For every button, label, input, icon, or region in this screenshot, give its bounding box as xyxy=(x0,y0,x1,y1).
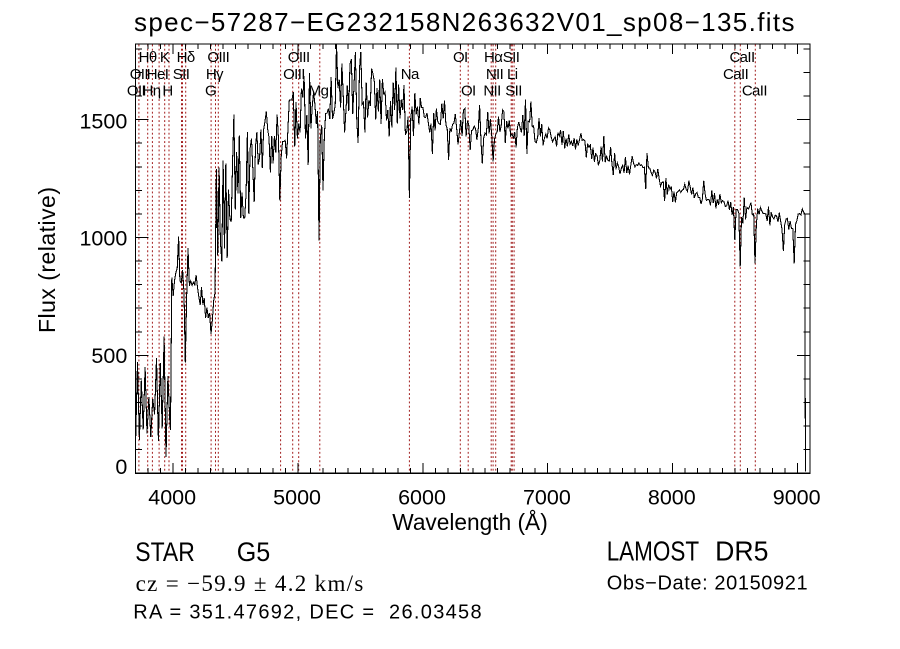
svg-text:Mg: Mg xyxy=(309,82,329,99)
svg-text:G: G xyxy=(205,82,216,99)
svg-text:Li: Li xyxy=(507,66,518,83)
svg-text:Hη: Hη xyxy=(143,82,161,99)
svg-text:CaII: CaII xyxy=(742,82,767,99)
svg-text:Hδ: Hδ xyxy=(177,49,195,66)
svg-text:OII: OII xyxy=(127,82,145,99)
svg-text:Wavelength (Å): Wavelength (Å) xyxy=(392,508,548,535)
svg-text:Hθ: Hθ xyxy=(139,49,157,66)
svg-text:1500: 1500 xyxy=(79,109,127,133)
svg-text:HeI: HeI xyxy=(147,66,169,83)
svg-text:Hγ: Hγ xyxy=(206,66,224,83)
svg-text:0: 0 xyxy=(115,455,127,479)
svg-text:9000: 9000 xyxy=(773,486,821,510)
svg-text:Obs−Date: 20150921: Obs−Date: 20150921 xyxy=(607,573,808,595)
svg-text:1000: 1000 xyxy=(79,226,127,250)
svg-text:OI: OI xyxy=(461,82,476,99)
svg-text:SII: SII xyxy=(505,82,522,99)
svg-text:CaII: CaII xyxy=(723,66,748,83)
svg-text:H: H xyxy=(162,82,172,99)
svg-text:6000: 6000 xyxy=(398,486,446,510)
svg-text:Hα: Hα xyxy=(484,49,503,66)
svg-text:5000: 5000 xyxy=(273,486,321,510)
svg-text:LAMOST: LAMOST xyxy=(607,536,699,567)
svg-text:NII: NII xyxy=(483,82,500,99)
svg-text:RA = 351.47692, DEC = 26.0345: RA = 351.47692, DEC = 26.03458 xyxy=(133,602,481,624)
svg-text:500: 500 xyxy=(91,344,127,368)
svg-text:OII: OII xyxy=(130,66,148,83)
svg-text:OI: OI xyxy=(453,49,468,66)
svg-text:DR5: DR5 xyxy=(715,536,768,567)
svg-text:K: K xyxy=(160,49,170,66)
svg-text:Flux (relative): Flux (relative) xyxy=(34,187,60,333)
svg-text:STAR: STAR xyxy=(135,537,195,567)
svg-text:4000: 4000 xyxy=(148,486,196,510)
svg-text:OIII: OIII xyxy=(288,49,310,66)
svg-text:spec−57287−EG232158N263632V01_: spec−57287−EG232158N263632V01_sp08−135.f… xyxy=(134,7,795,37)
svg-text:NII: NII xyxy=(486,66,503,83)
svg-text:7000: 7000 xyxy=(523,486,571,510)
svg-text:OIII: OIII xyxy=(283,66,305,83)
svg-text:8000: 8000 xyxy=(648,486,696,510)
svg-text:CaII: CaII xyxy=(729,49,754,66)
svg-text:cz = −59.9 ± 4.2 km/s: cz = −59.9 ± 4.2 km/s xyxy=(136,571,364,596)
svg-text:G5: G5 xyxy=(237,537,271,567)
svg-text:SII: SII xyxy=(503,49,520,66)
svg-text:OIII: OIII xyxy=(207,49,229,66)
svg-text:Na: Na xyxy=(401,66,420,83)
svg-text:SII: SII xyxy=(173,66,190,83)
